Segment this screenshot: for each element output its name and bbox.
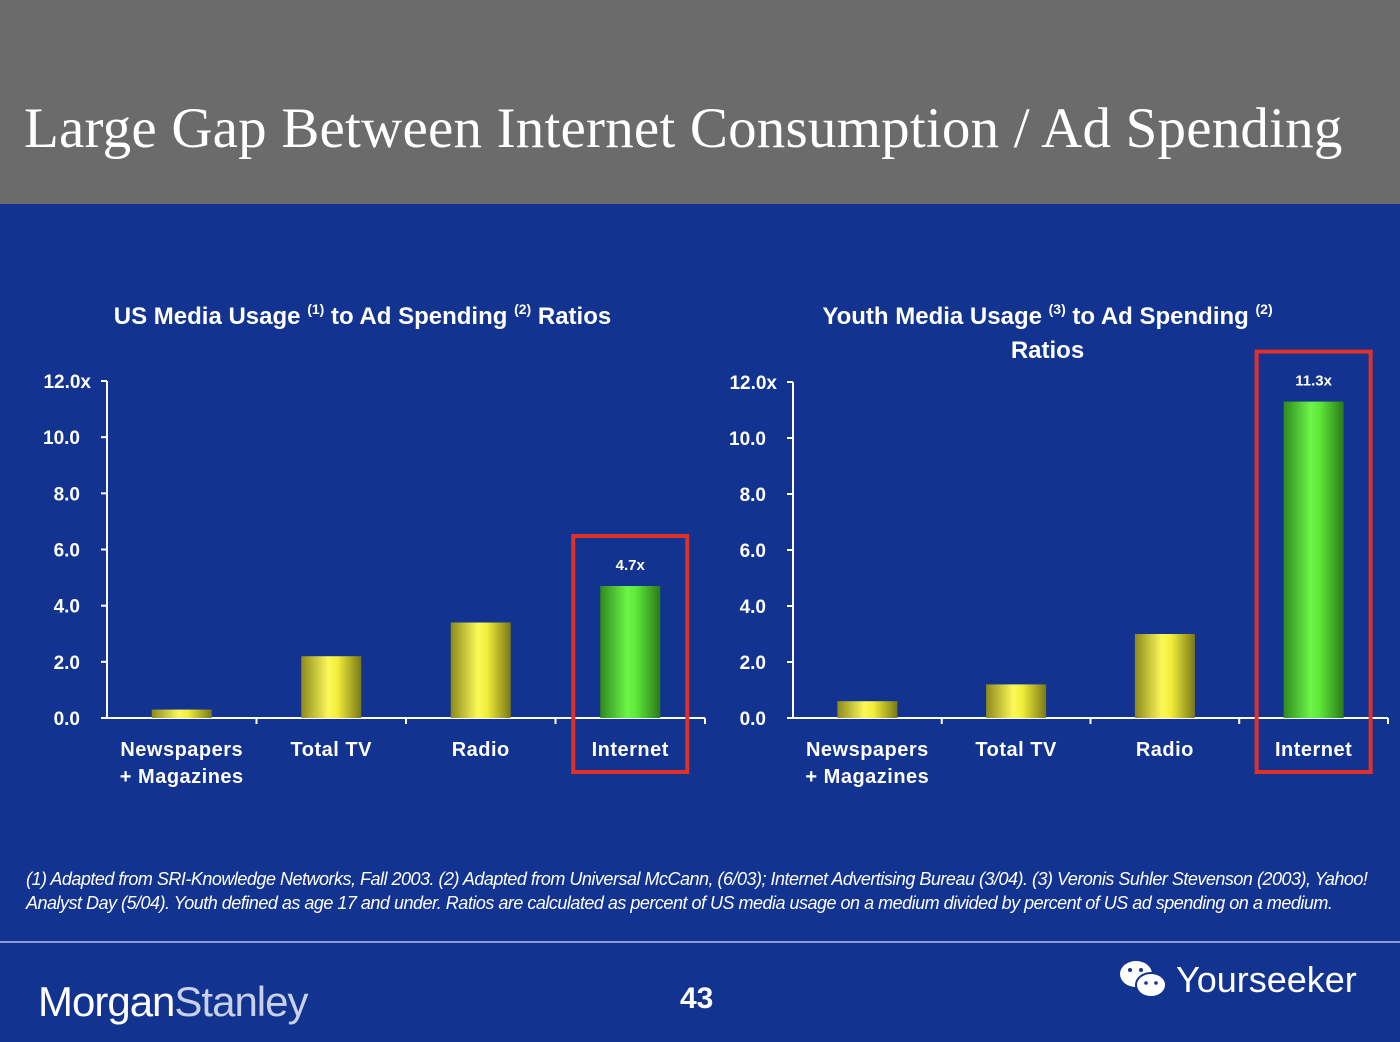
- y-tick-label: 8.0: [740, 485, 766, 506]
- logo-text-stanley: Stanley: [174, 978, 308, 1025]
- chart-title-youth: Youth Media Usage (3) to Ad Spending (2)…: [745, 292, 1350, 368]
- x-category-label: Radio: [452, 739, 510, 761]
- title-footnote-ref: (2): [1255, 301, 1273, 317]
- title-text: to Ad Spending: [1065, 303, 1256, 330]
- highlight-box: [571, 534, 690, 774]
- chart-title-us: US Media Usage (1) to Ad Spending (2) Ra…: [60, 292, 665, 334]
- title-text: Youth Media Usage: [822, 303, 1049, 330]
- title-text: to Ad Spending: [324, 303, 515, 330]
- footer-divider: [0, 941, 1400, 943]
- y-tick-label: 2.0: [740, 653, 766, 674]
- x-category-label: + Magazines: [120, 766, 244, 788]
- morgan-stanley-logo: MorganStanley: [38, 978, 309, 1026]
- data-label: 11.3x: [1295, 373, 1332, 390]
- data-label: 4.7x: [616, 557, 646, 574]
- x-category-label: Radio: [1136, 739, 1194, 761]
- y-tick-label: 2.0: [54, 653, 80, 674]
- y-tick-label: 4.0: [54, 597, 80, 618]
- highlight-box: [1254, 349, 1373, 774]
- title-text: Ratios: [531, 303, 612, 330]
- watermark-text: Yourseeker: [1176, 959, 1357, 1000]
- logo-text-morgan: Morgan: [38, 978, 175, 1025]
- title-text: Ratios: [1010, 337, 1085, 364]
- x-category-label: Newspapers: [120, 739, 243, 761]
- y-tick-label: 4.0: [740, 597, 766, 618]
- slide-header: Large Gap Between Internet Consumption /…: [0, 0, 1400, 204]
- bar-radio: [450, 622, 511, 718]
- bar-internet: [600, 586, 661, 718]
- bar-internet: [1283, 401, 1344, 718]
- bar-newspapers: [837, 701, 898, 718]
- x-category-label: Internet: [592, 739, 669, 761]
- bar-radio: [1134, 634, 1195, 718]
- y-tick-label: 8.0: [54, 484, 80, 505]
- y-tick-label: 0.0: [54, 709, 80, 730]
- watermark: Yourseeker: [1118, 958, 1357, 1002]
- y-tick-label: 6.0: [54, 541, 80, 562]
- bar-total-tv: [301, 656, 362, 718]
- title-footnote-ref: (3): [1048, 301, 1066, 317]
- footnote: (1) Adapted from SRI-Knowledge Networks,…: [26, 869, 1368, 913]
- y-tick-label: 6.0: [740, 541, 766, 562]
- y-tick-label: 12.0x: [729, 373, 777, 394]
- x-category-label: + Magazines: [805, 766, 929, 788]
- x-category-label: Internet: [1275, 739, 1352, 761]
- y-tick-label: 12.0x: [43, 372, 91, 393]
- title-footnote-ref: (1): [307, 301, 325, 317]
- title-text: US Media Usage: [113, 303, 308, 330]
- y-tick-label: 10.0: [729, 429, 766, 450]
- bar-total-tv: [986, 684, 1047, 718]
- x-category-label: Total TV: [291, 739, 373, 761]
- title-footnote-ref: (2): [514, 301, 532, 317]
- slide-title: Large Gap Between Internet Consumption /…: [24, 97, 1343, 160]
- wechat-icon: [1120, 961, 1167, 998]
- y-tick-label: 0.0: [740, 709, 766, 730]
- x-category-label: Newspapers: [806, 739, 929, 761]
- page-number: 43: [680, 982, 714, 1015]
- bar-newspapers: [151, 709, 212, 718]
- x-category-label: Total TV: [975, 739, 1057, 761]
- y-tick-label: 10.0: [43, 428, 80, 449]
